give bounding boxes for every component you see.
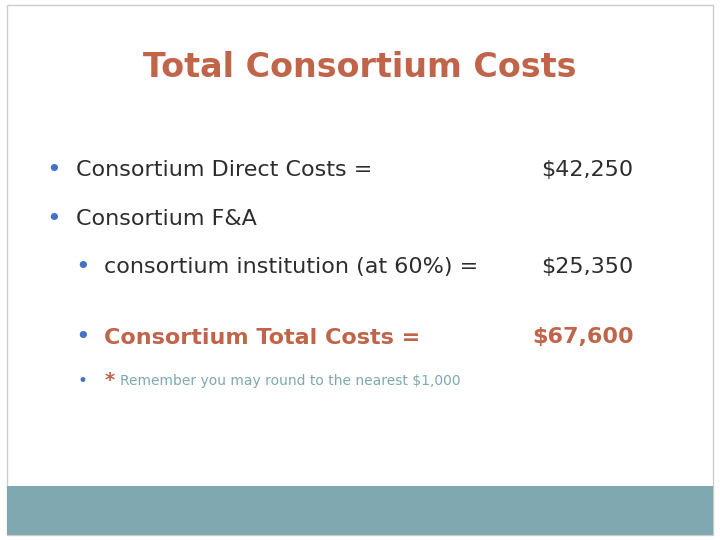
Text: consortium institution (at 60%) =: consortium institution (at 60%) = xyxy=(104,257,486,278)
Text: *: * xyxy=(104,371,114,390)
Text: Consortium Direct Costs =: Consortium Direct Costs = xyxy=(76,160,379,180)
FancyBboxPatch shape xyxy=(7,5,713,535)
Text: Remember you may round to the nearest $1,000: Remember you may round to the nearest $1… xyxy=(120,374,461,388)
Text: $67,600: $67,600 xyxy=(532,327,634,348)
Text: •: • xyxy=(76,326,90,349)
Text: •: • xyxy=(47,158,61,182)
Text: Total Consortium Costs: Total Consortium Costs xyxy=(143,51,577,84)
Text: Consortium F&A: Consortium F&A xyxy=(76,208,256,229)
Text: $25,350: $25,350 xyxy=(541,257,634,278)
Text: •: • xyxy=(78,372,88,390)
FancyBboxPatch shape xyxy=(7,486,713,535)
Text: Consortium Total Costs =: Consortium Total Costs = xyxy=(104,327,428,348)
Text: •: • xyxy=(76,255,90,279)
Text: •: • xyxy=(47,207,61,231)
Text: $42,250: $42,250 xyxy=(541,160,634,180)
